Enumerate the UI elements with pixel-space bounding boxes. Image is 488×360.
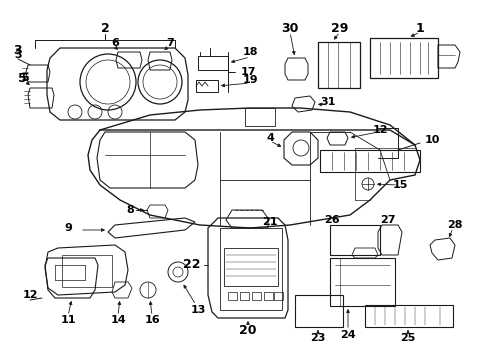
Text: 26: 26 — [324, 215, 339, 225]
Text: 2: 2 — [101, 22, 109, 35]
Text: 23: 23 — [310, 333, 325, 343]
Bar — [273, 292, 283, 300]
Bar — [198, 56, 227, 70]
Bar — [329, 225, 379, 255]
Text: 19: 19 — [242, 75, 257, 85]
Text: 24: 24 — [340, 330, 355, 340]
Bar — [251, 292, 261, 300]
Text: 15: 15 — [391, 180, 407, 190]
Bar — [240, 292, 248, 300]
Bar — [294, 295, 342, 327]
Text: 20: 20 — [239, 324, 256, 337]
Bar — [364, 305, 452, 327]
Text: 6: 6 — [111, 38, 119, 48]
Text: 11: 11 — [60, 315, 76, 325]
Text: 27: 27 — [380, 215, 395, 225]
Bar — [369, 38, 437, 78]
Text: 25: 25 — [400, 333, 415, 343]
Text: 13: 13 — [190, 305, 205, 315]
Text: 7: 7 — [166, 38, 174, 48]
Text: 4: 4 — [265, 133, 273, 143]
Text: 10: 10 — [424, 135, 439, 145]
Text: 16: 16 — [144, 315, 160, 325]
Text: 3: 3 — [14, 44, 22, 57]
Text: 31: 31 — [320, 97, 335, 107]
Text: 1: 1 — [415, 22, 424, 35]
Text: 29: 29 — [331, 22, 348, 35]
Bar — [224, 248, 278, 286]
Bar — [319, 150, 419, 172]
Bar — [227, 292, 237, 300]
Bar — [317, 42, 359, 88]
Text: 12: 12 — [371, 125, 387, 135]
Bar — [264, 292, 272, 300]
Bar — [62, 255, 112, 287]
Text: 30: 30 — [281, 22, 298, 35]
Text: 3: 3 — [14, 50, 22, 60]
Bar — [220, 228, 282, 310]
Text: 22: 22 — [183, 258, 201, 271]
Text: 5: 5 — [21, 73, 29, 83]
Text: 28: 28 — [447, 220, 462, 230]
Text: 8: 8 — [126, 205, 134, 215]
Text: 9: 9 — [64, 223, 72, 233]
Bar — [244, 108, 274, 126]
Text: 21: 21 — [262, 217, 277, 227]
Bar — [196, 80, 218, 92]
Bar — [329, 258, 394, 306]
Text: 17: 17 — [240, 67, 255, 77]
Text: 12: 12 — [22, 290, 38, 300]
Text: 5: 5 — [18, 72, 26, 85]
Text: 18: 18 — [242, 47, 257, 57]
Text: 14: 14 — [110, 315, 125, 325]
